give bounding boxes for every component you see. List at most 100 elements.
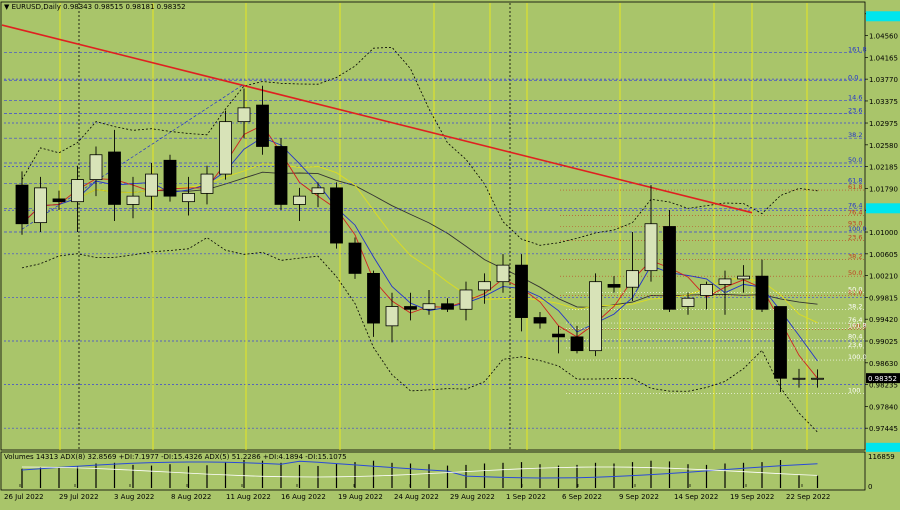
time-tick-label: 8 Aug 2022 xyxy=(171,493,211,501)
fib-level-label: 61.8 xyxy=(848,176,862,184)
price-tick-label: 0.98630 xyxy=(869,360,898,368)
time-tick-label: 22 Sep 2022 xyxy=(786,493,830,501)
price-tick-label: 1.04165 xyxy=(869,54,898,62)
candle-body xyxy=(348,242,362,274)
time-tick-label: 1 Sep 2022 xyxy=(506,493,546,501)
candle-body xyxy=(459,289,473,310)
candle-body xyxy=(644,223,658,272)
candle-body xyxy=(441,303,454,310)
fib-level-label: 76.4 xyxy=(848,208,862,216)
candle-body xyxy=(385,306,399,327)
chart-title: ▼ EURUSD,Daily 0.98343 0.98515 0.98181 0… xyxy=(4,3,186,11)
bollinger-bands xyxy=(21,46,818,433)
candle-body xyxy=(422,303,436,310)
time-tick-label: 6 Sep 2022 xyxy=(562,493,602,501)
candles-layer xyxy=(15,85,824,393)
indicator-panel: 116859 0 xyxy=(0,451,895,491)
candle-body xyxy=(570,336,584,352)
price-tag-mid xyxy=(866,203,900,214)
volume-axis-zero: 0 xyxy=(868,483,872,491)
time-tick-label: 24 Aug 2022 xyxy=(394,493,439,501)
candle-body xyxy=(811,377,824,380)
time-tick-label: 14 Sep 2022 xyxy=(674,493,718,501)
candle-body xyxy=(89,154,103,180)
fib-level-label: 80.4 xyxy=(848,333,862,341)
price-tick-label: 0.99420 xyxy=(869,316,898,324)
price-axis: 1.049551.045601.041651.037701.033751.029… xyxy=(865,11,900,452)
candle-body xyxy=(145,173,158,197)
candle-body xyxy=(200,173,214,194)
candle-body xyxy=(71,179,84,203)
fib-level-label: 38.2 xyxy=(848,253,862,261)
fib-level-label: 0.0 xyxy=(848,73,858,81)
candle-body xyxy=(52,198,66,203)
price-tick-label: 1.00605 xyxy=(869,251,898,259)
candle-body xyxy=(219,121,232,175)
time-tick-label: 3 Aug 2022 xyxy=(114,493,154,501)
fib-level-label: 100.0 xyxy=(848,225,867,233)
time-tick-label: 29 Aug 2022 xyxy=(450,493,495,501)
candle-body xyxy=(755,275,769,310)
candle-body xyxy=(607,284,621,288)
channel-line xyxy=(21,83,245,230)
time-axis: 26 Jul 2022 29 Jul 2022 3 Aug 2022 8 Aug 20… xyxy=(4,484,830,501)
fib-level-label: 38.2 xyxy=(848,302,862,310)
adx-line xyxy=(21,460,818,479)
fib-level-label: 100.0 xyxy=(848,323,867,331)
time-tick-label: 19 Sep 2022 xyxy=(730,493,774,501)
candle-body xyxy=(515,264,528,318)
fib-level-label: 38.2 xyxy=(848,131,862,139)
di-line xyxy=(21,466,818,478)
volume-axis-max: 116859 xyxy=(868,453,895,461)
fib-level-label: 50.0 xyxy=(848,286,862,294)
candle-body xyxy=(589,281,602,352)
candle-body xyxy=(367,273,380,324)
price-tick-label: 1.01000 xyxy=(869,229,898,237)
candle-body xyxy=(163,159,177,197)
candle-body xyxy=(34,187,47,224)
indicator-frame xyxy=(0,451,866,491)
price-tag-low xyxy=(866,442,900,452)
fib-level-label: 161.8 xyxy=(848,46,867,54)
fib-level-label: 23.6 xyxy=(848,106,862,114)
fib-level-label: 23.6 xyxy=(848,233,862,241)
lower-band xyxy=(21,237,818,433)
time-tick-label: 9 Sep 2022 xyxy=(619,493,659,501)
fib-level-label: 76.4 xyxy=(848,316,862,324)
price-tick-label: 1.03770 xyxy=(869,76,898,84)
candle-body xyxy=(256,104,269,147)
candle-body xyxy=(404,306,417,310)
price-tick-label: 1.01790 xyxy=(869,185,898,193)
candle-body xyxy=(274,146,288,205)
trendline xyxy=(1,24,753,214)
time-tick-label: 16 Aug 2022 xyxy=(281,493,326,501)
candle-body xyxy=(496,264,510,283)
time-tick-label: 26 Jul 2022 xyxy=(4,493,44,501)
plot-frame xyxy=(0,1,866,451)
indicator-label: Volumes 14313 ADX(8) 32.8569 +DI:7.1977 … xyxy=(4,453,347,461)
fib-level-label: 161.8 xyxy=(848,322,867,330)
price-tick-label: 0.97840 xyxy=(869,403,898,411)
candle-body xyxy=(15,184,29,225)
candle-body xyxy=(681,297,695,307)
price-tick-label: 0.99025 xyxy=(869,338,898,346)
candle-body xyxy=(718,278,732,285)
price-tick-label: 1.02185 xyxy=(869,164,898,172)
candle-body xyxy=(182,192,195,203)
fibonacci-levels: 161.80.014.623.638.250.061.876.4100.061.… xyxy=(4,46,867,395)
fib-level-label: 50.0 xyxy=(848,269,862,277)
fib-level-label: 50.0 xyxy=(848,156,862,164)
fib-level-label: 100 xyxy=(848,387,860,395)
candle-body xyxy=(533,317,547,324)
price-tick-label: 1.03375 xyxy=(869,98,898,106)
fib-level-label: 61.8 xyxy=(848,183,862,191)
candle-body xyxy=(293,195,306,205)
price-tick-label: 1.02975 xyxy=(869,120,898,128)
price-tick-label: 0.99815 xyxy=(869,294,898,302)
candle-body xyxy=(552,333,565,338)
price-tag-high xyxy=(866,11,900,22)
current-price-label: 0.98352 xyxy=(868,375,897,383)
candle-body xyxy=(311,187,325,194)
